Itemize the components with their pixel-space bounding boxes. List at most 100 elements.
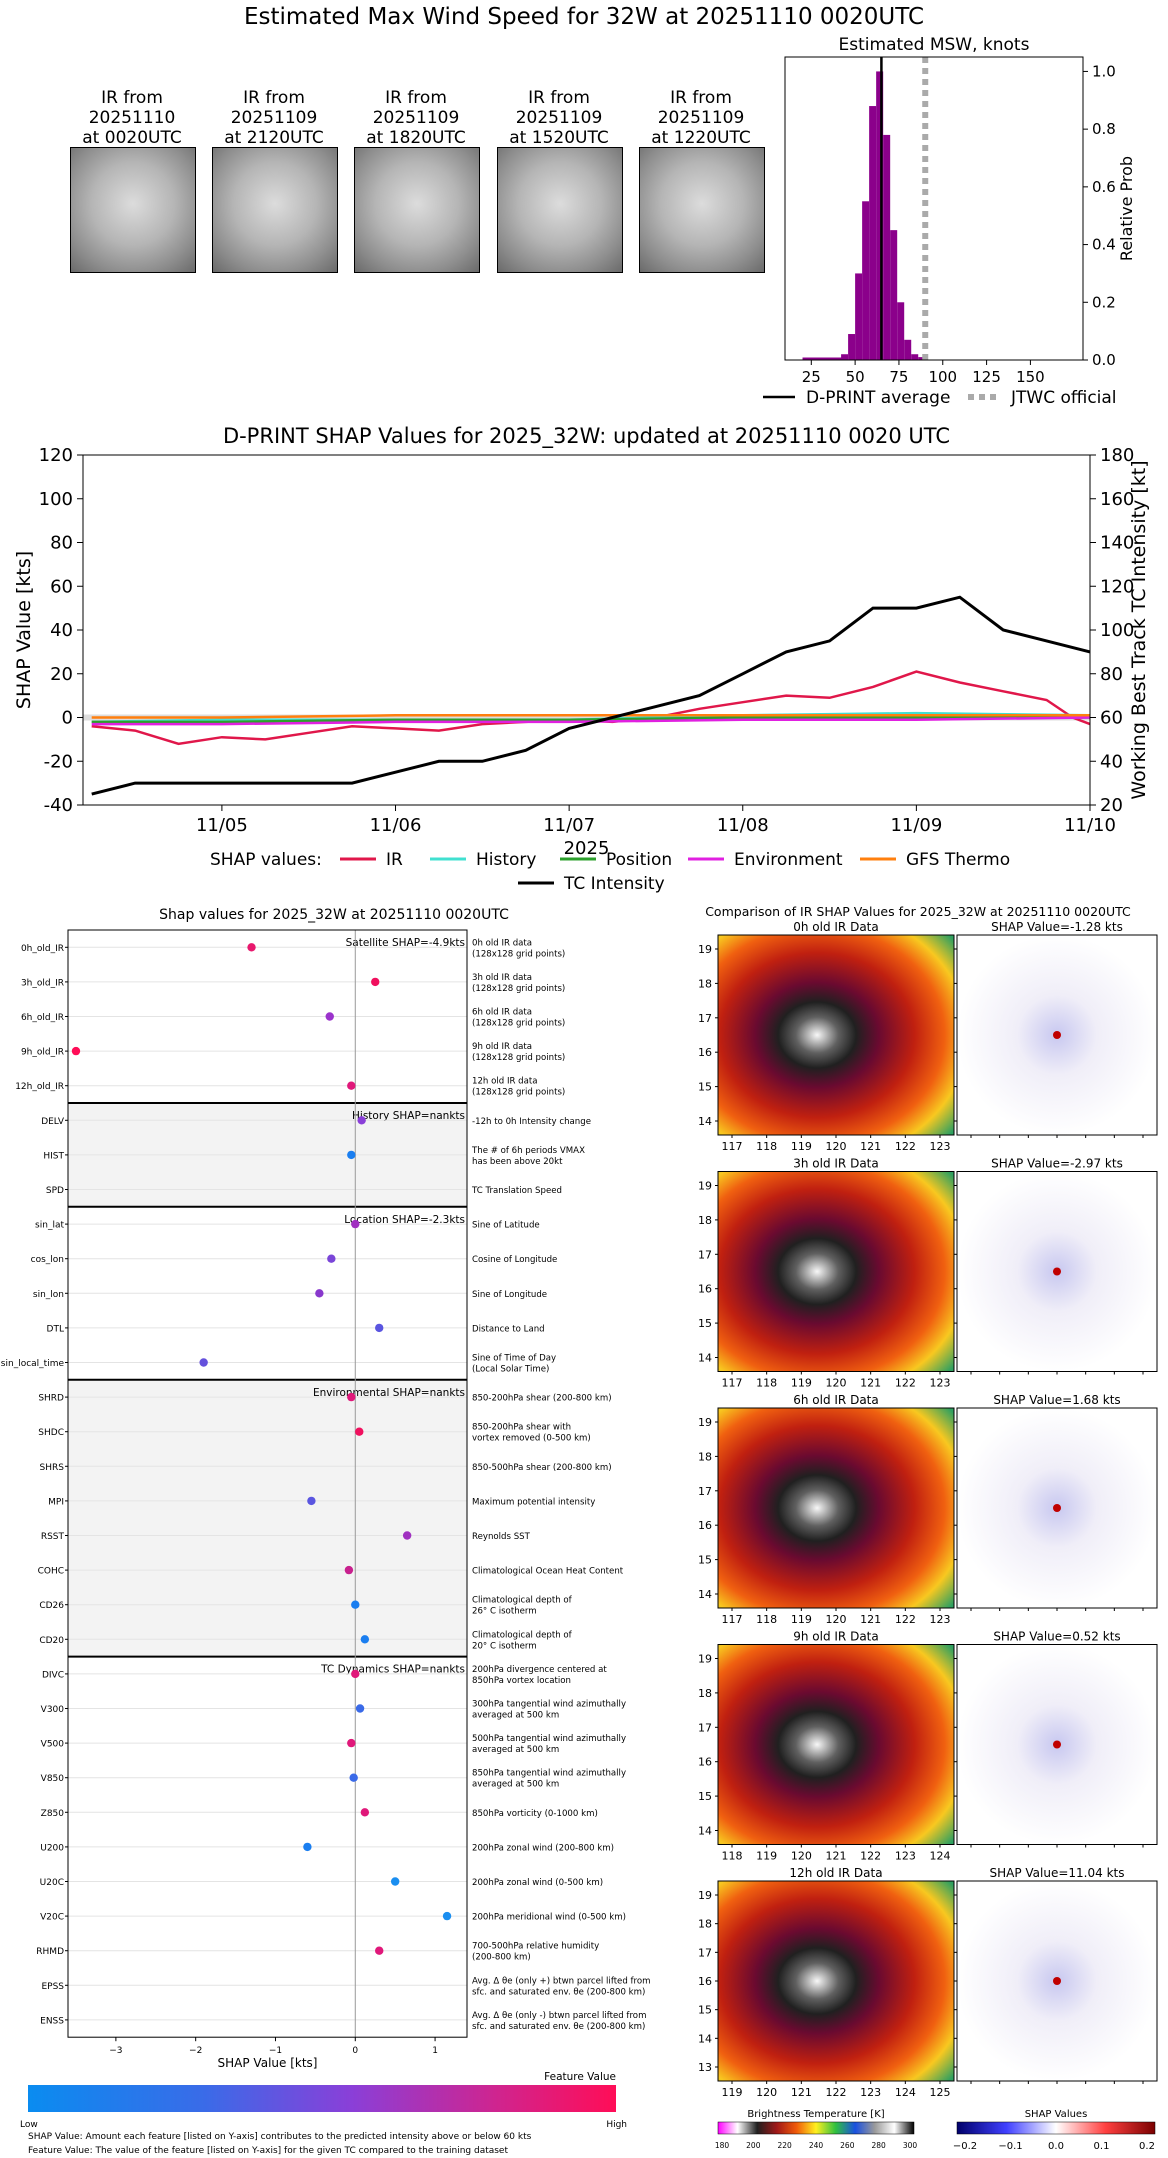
scatter-title: Shap values for 2025_32W at 20251110 002…	[159, 907, 509, 923]
legend-label: Position	[606, 850, 672, 870]
ir-thumbnail	[70, 147, 196, 273]
shap-panel-title: SHAP Value=0.52 kts	[993, 1630, 1120, 1644]
shap-point	[71, 1046, 81, 1056]
timeseries-frame	[82, 454, 1091, 806]
y-tick-label: 19	[698, 1180, 712, 1193]
ir-panel-title: 3h old IR Data	[793, 1157, 879, 1171]
histogram-bar	[911, 354, 919, 360]
comparison-title: Comparison of IR SHAP Values for 2025_32…	[705, 904, 1131, 919]
ir-image	[717, 934, 955, 1136]
shap-point	[344, 1565, 354, 1575]
y-tick-label: 17	[698, 1248, 712, 1261]
ir-panel-title: 6h old IR Data	[793, 1393, 879, 1407]
y-tick-label: 14	[698, 1115, 712, 1128]
series-line-ir	[91, 670, 1091, 746]
x-tick-label: 123	[930, 1140, 951, 1153]
y-tick-label: 40	[50, 620, 73, 641]
shap-colorbar-tick: 0.0	[1048, 2141, 1064, 2152]
legend-label: Environment	[734, 850, 843, 870]
x-tick-label: 124	[930, 1850, 951, 1863]
feature-description: 12h old IR data	[472, 1077, 538, 1087]
y-tick-label: 19	[698, 943, 712, 956]
y2-tick-label: 60	[1100, 708, 1123, 729]
x-tick-label: 119	[791, 1140, 812, 1153]
y-tick-label: 17	[698, 1946, 712, 1959]
y-tick-label: 16	[698, 1283, 712, 1296]
series-line-environment	[91, 716, 1091, 726]
shap-point	[357, 1116, 366, 1125]
feature-label: 0h_old_IR	[21, 944, 64, 954]
y-tick-label: 15	[698, 1554, 712, 1567]
legend-label: History	[476, 850, 536, 870]
y-tick-label: 18	[698, 1450, 712, 1463]
feature-label: DTL	[47, 1324, 64, 1334]
x-tick-label: 121	[860, 1613, 881, 1626]
feature-description: averaged at 500 km	[472, 1780, 559, 1790]
shap-colorbar	[956, 2121, 1156, 2135]
series-line-gfs-thermo	[91, 714, 1090, 719]
legend-label: IR	[386, 850, 403, 870]
shap-point	[349, 1773, 358, 1782]
feature-description: 850-200hPa shear (200-800 km)	[472, 1394, 612, 1404]
histogram-bar	[841, 354, 849, 360]
feature-description: 300hPa tangential wind azimuthally	[472, 1700, 626, 1710]
x-tick-label: 1	[432, 2046, 438, 2056]
x-tick-label: 75	[889, 368, 908, 386]
shap-point	[390, 1877, 400, 1886]
shap-point	[307, 1496, 316, 1506]
y-tick-label: 19	[698, 1889, 712, 1902]
feature-description: 850hPa vortex location	[472, 1676, 571, 1686]
y-tick-label: 120	[39, 445, 73, 466]
group-label: History SHAP=nankts	[352, 1110, 465, 1122]
shap-panel-title: SHAP Value=-1.28 kts	[991, 920, 1123, 934]
x-tick-label: 120	[826, 1140, 847, 1153]
x-tick-label: 100	[928, 368, 957, 386]
ir-thumb-caption: IR from 20251109 at 2120UTC	[224, 88, 324, 148]
feature-description: Climatological depth of	[472, 1630, 573, 1640]
y2-tick-label: 160	[1100, 489, 1134, 510]
feature-description: 850hPa tangential wind azimuthally	[472, 1769, 626, 1779]
histogram-title: Estimated MSW, knots	[839, 35, 1030, 55]
y-tick-label: 14	[698, 1825, 712, 1838]
feature-description: 850hPa vorticity (0-1000 km)	[472, 1809, 598, 1819]
ir-image	[717, 1171, 955, 1372]
shap-point	[375, 1323, 384, 1333]
ir-thumbnail	[212, 147, 338, 273]
ir-thumb-caption: IR from 20251109 at 1220UTC	[651, 88, 751, 148]
x-tick-label: 25	[802, 368, 821, 386]
x-tick-label: 0	[352, 2046, 358, 2056]
feature-description: 0h old IR data	[472, 938, 532, 948]
feature-label: SHRS	[40, 1463, 65, 1473]
y-tick-label: 14	[698, 1352, 712, 1365]
x-tick-label: 11/08	[717, 815, 769, 836]
y-tick-label: 0	[62, 708, 73, 729]
feature-label: U20C	[40, 1878, 64, 1888]
feature-description: Climatological depth of	[472, 1596, 573, 1606]
feature-description: averaged at 500 km	[472, 1745, 559, 1755]
feature-shap-scatter: Shap values for 2025_32W at 20251110 002…	[1, 907, 651, 2156]
y-tick-label: 19	[698, 1416, 712, 1429]
ir-colorbar	[717, 2121, 915, 2135]
feature-description: Maximum potential intensity	[472, 1497, 595, 1507]
feature-description: The # of 6h periods VMAX	[471, 1146, 585, 1156]
feature-label: Z850	[41, 1809, 65, 1819]
y-tick-label: 60	[50, 576, 73, 597]
shap-point	[442, 1911, 452, 1921]
x-tick-label: −1	[269, 2046, 282, 2056]
feature-label: V500	[41, 1740, 65, 1750]
feature-description: (128x128 grid points)	[472, 984, 565, 994]
x-tick-label: 122	[895, 1613, 916, 1626]
x-tick-label: 118	[722, 1850, 743, 1863]
x-tick-label: 121	[860, 1377, 881, 1390]
feature-description: 6h old IR data	[472, 1008, 532, 1018]
feature-description: Sine of Longitude	[472, 1290, 547, 1300]
shap-point	[351, 1669, 360, 1679]
feature-label: 3h_old_IR	[21, 978, 64, 988]
legend-label: D-PRINT average	[806, 388, 950, 408]
x-tick-label: 122	[860, 1850, 881, 1863]
x-axis-label: SHAP Value [kts]	[218, 2056, 318, 2070]
shap-point	[347, 1150, 356, 1160]
shap-point	[360, 1808, 370, 1817]
x-tick-label: 125	[972, 368, 1001, 386]
feature-description: (128x128 grid points)	[472, 1019, 565, 1029]
